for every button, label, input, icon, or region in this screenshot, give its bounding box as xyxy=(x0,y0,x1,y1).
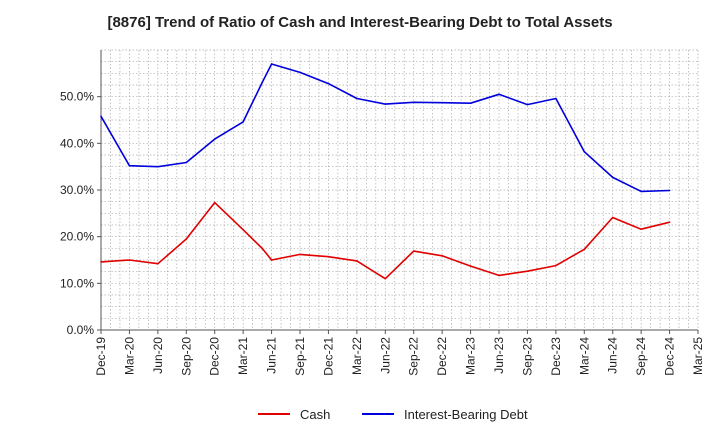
data-point xyxy=(640,190,642,193)
data-point xyxy=(384,277,387,280)
x-tick-label: Mar-21 xyxy=(236,337,250,375)
data-point xyxy=(498,93,500,96)
data-point xyxy=(185,161,188,164)
data-point xyxy=(242,228,244,231)
data-point xyxy=(242,121,244,123)
data-point xyxy=(412,250,415,252)
data-point xyxy=(100,115,102,118)
data-point xyxy=(299,71,301,74)
data-point xyxy=(441,101,443,104)
y-tick-label: 20.0% xyxy=(60,230,94,244)
data-point xyxy=(384,103,387,105)
data-point xyxy=(555,264,557,267)
x-tick-label: Sep-21 xyxy=(293,337,307,376)
x-tick-label: Sep-23 xyxy=(520,337,534,376)
data-point xyxy=(261,247,263,250)
data-point xyxy=(185,238,188,240)
x-tick-label: Mar-23 xyxy=(464,337,478,375)
x-tick-label: Dec-23 xyxy=(549,337,563,376)
data-point xyxy=(356,97,358,100)
y-tick-label: 40.0% xyxy=(60,136,94,150)
x-tick-label: Mar-24 xyxy=(577,337,591,375)
series-line-cash xyxy=(100,201,670,280)
x-tick-label: Jun-20 xyxy=(151,337,165,374)
y-tick-label: 30.0% xyxy=(60,183,94,197)
data-point xyxy=(469,265,472,267)
data-point xyxy=(526,270,529,273)
x-tick-label: Mar-25 xyxy=(691,337,705,375)
x-tick-label: Dec-21 xyxy=(321,337,335,376)
x-tick-label: Mar-20 xyxy=(122,337,136,375)
y-tick-label: 50.0% xyxy=(60,90,94,104)
y-tick-label: 10.0% xyxy=(60,276,94,290)
data-point xyxy=(469,102,472,104)
series-line-interest-bearing-debt xyxy=(100,63,670,193)
data-point xyxy=(526,103,529,106)
data-point xyxy=(583,248,586,251)
data-point xyxy=(412,101,415,104)
x-tick-label: Jun-23 xyxy=(492,337,506,374)
data-point xyxy=(270,259,273,261)
x-tick-label: Sep-24 xyxy=(634,337,648,376)
x-tick-label: Jun-22 xyxy=(378,337,392,374)
x-tick-label: Jun-21 xyxy=(265,337,279,374)
y-tick-label: 0.0% xyxy=(67,323,95,337)
data-point xyxy=(611,176,614,179)
x-tick-label: Dec-22 xyxy=(435,337,449,376)
data-point xyxy=(356,260,358,262)
data-point xyxy=(327,255,330,258)
data-point xyxy=(213,138,216,140)
data-point xyxy=(583,150,586,153)
legend-label-cash: Cash xyxy=(300,407,330,422)
data-point xyxy=(128,164,131,167)
x-tick-label: Sep-22 xyxy=(407,337,421,376)
chart-title: [8876] Trend of Ratio of Cash and Intere… xyxy=(107,14,613,31)
legend-label-interest-bearing-debt: Interest-Bearing Debt xyxy=(404,407,528,422)
data-point xyxy=(611,216,614,219)
data-point xyxy=(213,201,216,204)
data-point xyxy=(668,189,671,192)
data-point xyxy=(128,259,131,261)
x-tick-label: Mar-22 xyxy=(350,337,364,375)
data-point xyxy=(157,262,159,265)
x-tick-label: Jun-24 xyxy=(606,337,620,374)
data-point xyxy=(555,97,557,100)
x-tick-label: Dec-24 xyxy=(663,337,677,376)
data-point xyxy=(640,228,642,230)
data-point xyxy=(668,221,671,223)
data-point xyxy=(157,165,159,168)
data-point xyxy=(327,82,330,85)
x-tick-label: Dec-20 xyxy=(208,337,222,376)
data-point xyxy=(498,274,500,277)
x-tick-label: Sep-20 xyxy=(179,337,193,376)
data-point xyxy=(100,261,102,263)
x-tick-label: Dec-19 xyxy=(94,337,108,376)
data-point xyxy=(299,253,301,256)
data-point xyxy=(441,255,443,257)
data-point xyxy=(270,63,273,65)
data-point xyxy=(261,81,263,84)
